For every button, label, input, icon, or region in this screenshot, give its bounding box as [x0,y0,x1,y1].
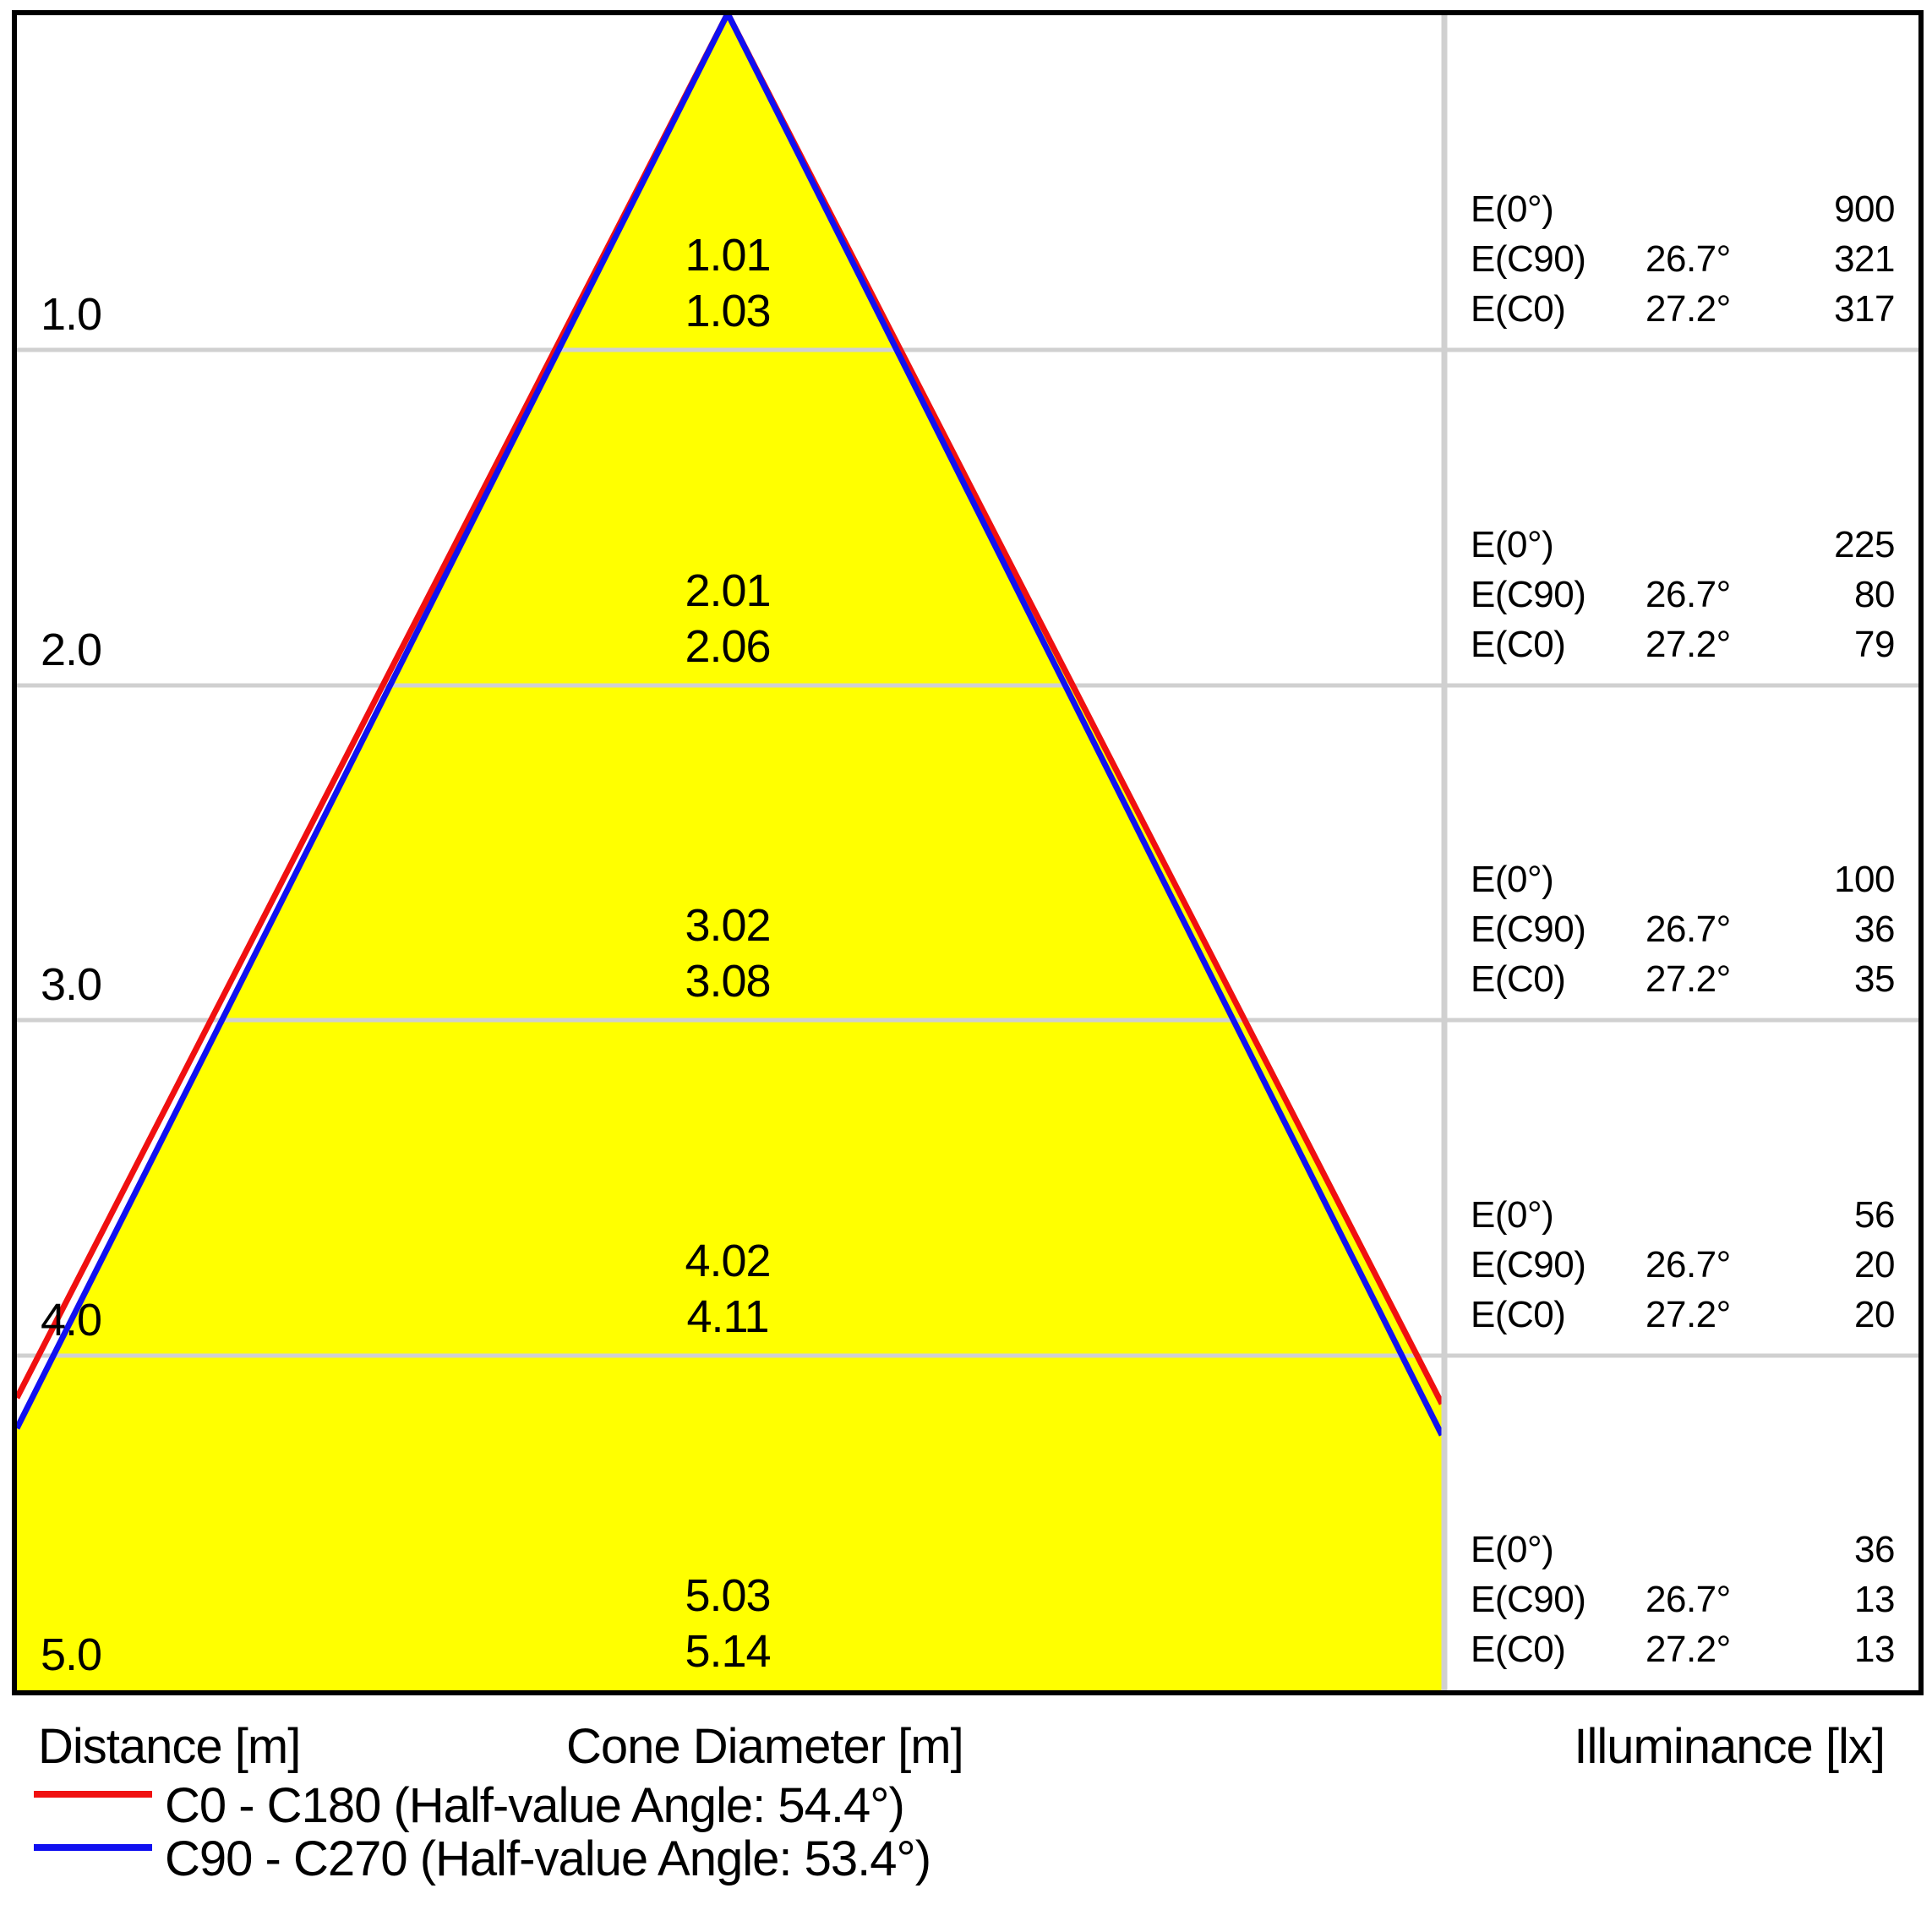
ec0-label: E(C0) [1471,958,1566,1000]
distance-label: 2.0 [41,625,102,675]
ec90-value: 321 [1834,238,1895,280]
illuminance-block: E(0°) 225 E(C90) 26.7° 80 E(C0) 27.2° 79 [1471,520,1895,669]
e0-label: E(0°) [1471,188,1554,230]
ec90-angle: 26.7° [1645,238,1731,280]
ec0-value: 35 [1854,958,1895,1000]
illuminance-axis-title: Illuminance [lx] [1574,1719,1886,1774]
ec0-label: E(C0) [1471,1629,1566,1670]
distance-label: 4.0 [41,1295,102,1345]
cone-diameter-c0: 2.06 [685,621,771,672]
illuminance-block: E(0°) 36 E(C90) 26.7° 13 E(C0) 27.2° 13 [1471,1525,1895,1674]
e0-label: E(0°) [1471,1194,1554,1236]
e0-label: E(0°) [1471,1529,1554,1570]
c90-cone-edge-left [14,12,731,1430]
e0-value: 56 [1854,1194,1895,1236]
cone-diameter-axis-title: Cone Diameter [m] [566,1719,964,1774]
illuminance-line-ec90: E(C90) 26.7° 20 [1471,1240,1895,1290]
outer-border [12,10,1924,1695]
distance-label: 1.0 [41,289,102,340]
illuminance-line-e0: E(0°) 36 [1471,1525,1895,1575]
legend-c0-c180: C0 - C180 (Half-value Angle: 54.4°) [165,1778,905,1833]
ec0-value: 20 [1854,1294,1895,1335]
ec90-value: 36 [1854,909,1895,950]
e0-value: 100 [1834,859,1895,900]
ec90-label: E(C90) [1471,574,1586,615]
cone-diameter-labels: 1.01 1.03 [559,227,897,339]
illuminance-block: E(0°) 900 E(C90) 26.7° 321 E(C0) 27.2° 3… [1471,184,1895,334]
illuminance-block: E(0°) 100 E(C90) 26.7° 36 E(C0) 27.2° 35 [1471,854,1895,1004]
ec0-angle: 27.2° [1645,958,1731,1000]
ec90-label: E(C90) [1471,238,1586,280]
distance-label: 3.0 [41,959,102,1010]
e0-value: 900 [1834,188,1895,230]
cone-diameter-c90: 4.02 [685,1236,771,1286]
cone-diameter-c0: 1.03 [685,286,771,336]
distance-label: 5.0 [41,1629,102,1680]
c90-cone-edge-right [724,12,1445,1437]
cone-diameter-c0: 3.08 [685,956,771,1007]
ec90-angle: 26.7° [1645,1579,1731,1620]
e0-value: 36 [1854,1529,1895,1570]
illuminance-block: E(0°) 56 E(C90) 26.7° 20 E(C0) 27.2° 20 [1471,1190,1895,1340]
illuminance-line-ec0: E(C0) 27.2° 35 [1471,954,1895,1004]
cone-diameter-c90: 5.03 [685,1570,771,1621]
ec0-label: E(C0) [1471,624,1566,665]
illuminance-line-ec90: E(C90) 26.7° 36 [1471,904,1895,954]
cone-diameter-c0: 4.11 [686,1291,769,1342]
cone-diameter-labels: 2.01 2.06 [559,563,897,674]
e0-label: E(0°) [1471,524,1554,565]
ec90-angle: 26.7° [1645,1244,1731,1285]
ec90-angle: 26.7° [1645,574,1731,615]
cone-diameter-c90: 1.01 [685,230,771,281]
e0-label: E(0°) [1471,859,1554,900]
light-cone-fill [17,15,1442,1690]
cone-diameter-c90: 2.01 [685,565,771,616]
ec90-label: E(C90) [1471,1579,1586,1620]
ec0-label: E(C0) [1471,1294,1566,1335]
cone-diameter-c0: 5.14 [685,1626,771,1677]
ec0-angle: 27.2° [1645,624,1731,665]
ec0-value: 79 [1854,624,1895,665]
ec90-value: 13 [1854,1579,1895,1620]
ec0-value: 13 [1854,1629,1895,1670]
illuminance-line-ec90: E(C90) 26.7° 80 [1471,570,1895,619]
illuminance-line-e0: E(0°) 56 [1471,1190,1895,1240]
illuminance-line-ec0: E(C0) 27.2° 79 [1471,619,1895,669]
e0-value: 225 [1834,524,1895,565]
ec90-value: 80 [1854,574,1895,615]
ec0-angle: 27.2° [1645,288,1731,330]
ec90-value: 20 [1854,1244,1895,1285]
illuminance-line-e0: E(0°) 100 [1471,854,1895,904]
ec0-angle: 27.2° [1645,1629,1731,1670]
ec0-angle: 27.2° [1645,1294,1731,1335]
cone-diameter-labels: 3.02 3.08 [559,898,897,1009]
cone-diameter-labels: 4.02 4.11 [559,1233,897,1345]
illuminance-line-ec90: E(C90) 26.7° 321 [1471,234,1895,284]
illuminance-line-ec0: E(C0) 27.2° 13 [1471,1624,1895,1674]
illuminance-line-ec0: E(C0) 27.2° 20 [1471,1290,1895,1340]
illuminance-line-ec0: E(C0) 27.2° 317 [1471,284,1895,334]
illuminance-line-e0: E(0°) 900 [1471,184,1895,234]
ec90-angle: 26.7° [1645,909,1731,950]
illuminance-line-e0: E(0°) 225 [1471,520,1895,570]
legend-c90-c270: C90 - C270 (Half-value Angle: 53.4°) [165,1831,931,1886]
ec0-label: E(C0) [1471,288,1566,330]
illuminance-line-ec90: E(C90) 26.7° 13 [1471,1575,1895,1624]
ec90-label: E(C90) [1471,909,1586,950]
distance-axis-title: Distance [m] [38,1719,301,1774]
cone-diameter-c90: 3.02 [685,900,771,951]
ec90-label: E(C90) [1471,1244,1586,1285]
distance-gridlines [17,347,1918,1358]
cone-diameter-labels: 5.03 5.14 [559,1568,897,1679]
ec0-value: 317 [1834,288,1895,330]
